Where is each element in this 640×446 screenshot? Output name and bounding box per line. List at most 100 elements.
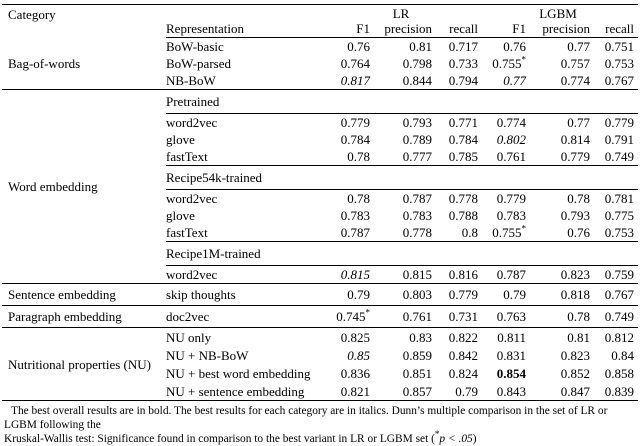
lgbm-precision-value: 0.793 [560, 208, 590, 223]
lr-recall-value: 0.79 [455, 383, 478, 399]
table-row: NU + sentence embedding 0.821 0.857 0.79… [2, 382, 638, 401]
footnote-text: Kruskal-Wallis test: Significance found … [4, 433, 435, 445]
lr-f1-value: 0.85 [347, 347, 370, 363]
subsection-header-row: Word embedding Pretrained [2, 89, 639, 284]
lgbm-recall-value: 0.753 [604, 225, 635, 240]
representation-label: glove [166, 132, 195, 147]
representation-label: word2vec [166, 115, 218, 130]
lgbm-recall-value: 0.839 [604, 383, 635, 399]
lr-precision-value: 0.789 [402, 132, 432, 147]
lr-f1-value: 0.817 [340, 73, 370, 88]
lgbm-precision-value: 0.814 [560, 132, 590, 147]
lr-recall-value: 0.824 [448, 365, 478, 381]
lgbm-precision-value: 0.823 [560, 347, 590, 363]
lr-precision-value: 0.81 [409, 39, 432, 54]
header-lr-recall: recall [436, 20, 482, 38]
lgbm-f1-value: 0.854 [496, 365, 526, 381]
lr-precision-value: 0.859 [402, 347, 432, 363]
table-row: fastText 0.787 0.778 0.8 0.755* 0.76 0.7… [2, 224, 638, 242]
category-nutritional-properties: Nutritional properties (NU) [2, 327, 166, 401]
lgbm-recall-value: 0.775 [604, 208, 635, 223]
table-row: Sentence embedding skip thoughts 0.79 0.… [2, 283, 639, 306]
lr-recall-value: 0.816 [448, 267, 478, 282]
lgbm-f1-value: 0.79 [482, 283, 530, 306]
header-metrics-row: Representation F1 precision recall F1 pr… [2, 20, 639, 38]
lr-f1-value: 0.821 [340, 383, 370, 399]
lgbm-precision-value: 0.81 [530, 327, 594, 346]
table-row: word2vec 0.78 0.787 0.778 0.779 0.78 0.7… [2, 190, 638, 208]
representation-label: fastText [166, 149, 208, 164]
header-lr-f1: F1 [324, 20, 374, 38]
lgbm-precision-value: 0.757 [560, 56, 590, 71]
table-row: Nutritional properties (NU) NU only 0.82… [2, 327, 639, 401]
lr-f1-value: 0.764 [340, 56, 370, 71]
header-lgbm-precision: precision [530, 20, 594, 38]
significance-star: * [365, 307, 371, 318]
header-lgbm-recall: recall [594, 20, 639, 38]
representation-label: word2vec [166, 191, 218, 206]
lr-f1-value: 0.836 [340, 365, 370, 381]
header-category: Category [8, 7, 56, 22]
header-representation: Representation [166, 20, 324, 38]
header-group-row: Category LR LGBM [2, 5, 638, 21]
lgbm-f1-value: 0.77 [503, 73, 526, 88]
lgbm-recall-value: 0.753 [604, 56, 635, 71]
lr-recall-value: 0.8 [461, 225, 478, 240]
subsection-header-row: Recipe54k-trained [2, 165, 639, 190]
lr-recall-value: 0.779 [436, 283, 482, 306]
lgbm-precision-value: 0.823 [560, 267, 590, 282]
lgbm-recall-value: 0.759 [604, 267, 635, 282]
category-bag-of-words: Bag-of-words [8, 55, 81, 71]
table-row: NB-BoW 0.817 0.844 0.794 0.77 0.774 0.76… [2, 72, 638, 90]
lgbm-precision-value: 0.77 [567, 115, 590, 130]
lr-f1-value: 0.815 [340, 267, 370, 282]
lr-recall-value: 0.788 [448, 208, 478, 223]
lgbm-recall-value: 0.779 [604, 115, 635, 130]
lr-precision-value: 0.798 [402, 56, 432, 71]
lr-precision-value: 0.815 [402, 267, 432, 282]
lr-precision-value: 0.761 [374, 305, 436, 328]
lgbm-recall-value: 0.749 [594, 305, 639, 328]
lgbm-recall-value: 0.791 [604, 132, 635, 147]
lr-recall-value: 0.822 [436, 327, 482, 346]
lgbm-f1-value: 0.755* [482, 224, 530, 242]
lgbm-precision-value: 0.77 [567, 39, 590, 54]
table-row: NU + best word embedding 0.836 0.851 0.8… [2, 364, 638, 382]
lgbm-f1-value: 0.811 [482, 327, 530, 346]
lr-precision-value: 0.851 [402, 365, 432, 381]
lr-precision-value: 0.803 [374, 283, 436, 306]
lgbm-precision-value: 0.779 [560, 149, 590, 164]
lgbm-f1-value: 0.763 [482, 305, 530, 328]
metric-value: 0.755 [492, 56, 522, 71]
header-spacer [166, 5, 324, 21]
lr-precision-value: 0.83 [374, 327, 436, 346]
representation-label: skip thoughts [166, 283, 324, 306]
lgbm-f1-value: 0.755* [482, 55, 530, 72]
representation-label: BoW-basic [166, 39, 224, 54]
lr-recall-value: 0.731 [436, 305, 482, 328]
lr-precision-value: 0.857 [402, 383, 432, 399]
lr-f1-value: 0.78 [347, 191, 370, 206]
metric-value: 0.755 [492, 225, 522, 240]
representation-label: NU + sentence embedding [166, 383, 305, 399]
lr-recall-value: 0.842 [448, 347, 478, 363]
header-lr-precision: precision [374, 20, 436, 38]
table-footnote: The best overall results are in bold. Th… [2, 404, 638, 446]
lgbm-f1-value: 0.779 [496, 191, 526, 206]
table-row: glove 0.784 0.789 0.784 0.802 0.814 0.79… [2, 131, 638, 148]
subsection-recipe54k: Recipe54k-trained [166, 165, 639, 190]
subsection-pretrained: Pretrained [166, 89, 639, 114]
lr-f1-value: 0.784 [340, 132, 370, 147]
lr-f1-value: 0.78 [347, 149, 370, 164]
representation-label: NU only [166, 327, 324, 346]
lgbm-precision-value: 0.847 [560, 383, 590, 399]
lgbm-recall-value: 0.781 [604, 191, 635, 206]
representation-label: word2vec [166, 267, 218, 282]
lgbm-precision-value: 0.78 [567, 191, 590, 206]
lgbm-f1-value: 0.802 [496, 132, 526, 147]
table-row: BoW-parsed 0.764 0.798 0.733 0.755* 0.75… [2, 55, 638, 72]
footnote-line-2: Kruskal-Wallis test: Significance found … [4, 430, 636, 446]
category-word-embedding: Word embedding [2, 89, 166, 284]
lgbm-recall-value: 0.767 [604, 73, 635, 88]
